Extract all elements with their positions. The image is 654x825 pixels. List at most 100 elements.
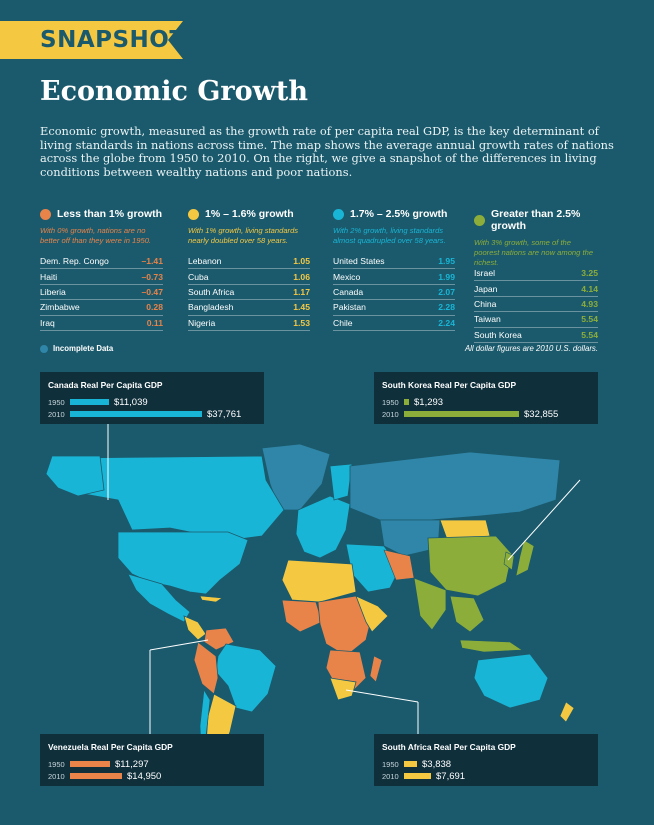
callout-title: Canada Real Per Capita GDP [48,380,163,390]
legend-row: United States 1.95 [333,254,455,270]
north-africa-shape [281,559,357,603]
legend-label: Less than 1% growth [57,208,163,220]
growth-value: –0.47 [141,286,163,297]
growth-value: 1.95 [438,256,455,267]
new-zealand-shape [559,701,575,723]
year-label: 1950 [48,759,65,769]
growth-value: 4.14 [581,283,598,294]
legend-row: Cuba 1.06 [188,269,310,285]
gdp-bar [404,761,417,767]
legend-column-1-to-1-6: 1% – 1.6% growth With 1% growth, living … [188,208,310,332]
growth-value: 3.25 [581,268,598,279]
year-label: 1950 [48,397,65,407]
alaska-shape [45,455,105,497]
growth-value: 2.28 [438,302,455,313]
callout-title: South Africa Real Per Capita GDP [382,742,516,752]
snapshot-banner: SNAPSHOT [0,21,186,59]
country-name: Nigeria [188,317,216,328]
growth-value: –1.41 [141,256,163,267]
gdp-row-1950: 1950 $3,838 [382,758,590,770]
greenland-shape [261,443,331,511]
southafrica-leader-line [345,689,419,703]
growth-value: –0.73 [141,271,163,282]
legend-label: 1.7% – 2.5% growth [350,208,448,220]
usa-shape [117,531,249,595]
legend-row: Bangladesh 1.45 [188,300,310,316]
gdp-value: $37,761 [207,408,242,420]
gdp-row-1950: 1950 $11,039 [48,396,256,408]
gdp-value: $3,838 [422,758,452,770]
legend-row: Haiti –0.73 [40,269,163,285]
gdp-bar [404,411,519,417]
legend-row: Chile 2.24 [333,316,455,331]
india-shape [413,577,447,631]
gdp-row-2010: 2010 $37,761 [48,408,256,420]
venezuela-gdp-callout: Venezuela Real Per Capita GDP 1950 $11,29… [40,734,264,786]
gdp-bar [70,773,122,779]
gdp-row-1950: 1950 $11,297 [48,758,256,770]
legend-column-1-7-to-2-5: 1.7% – 2.5% growth With 2% growth, livin… [333,208,455,332]
venezuela-leader-diag [149,639,209,651]
legend-row: Zimbabwe 0.28 [40,300,163,316]
intro-paragraph: Economic growth, measured as the growth … [40,124,614,179]
south-africa-shape [329,677,357,701]
legend-row: Pakistan 2.28 [333,300,455,316]
canada-gdp-callout: Canada Real Per Capita GDP 1950 $11,039 2… [40,372,264,424]
gdp-value: $11,039 [114,396,148,408]
china-shape [427,535,513,597]
growth-value: 0.11 [146,317,163,328]
growth-value: 0.28 [146,302,163,313]
year-label: 2010 [48,409,65,419]
andes-shape [193,641,219,695]
growth-value: 1.17 [293,286,310,297]
country-name: Lebanon [188,256,222,267]
country-name: Mexico [333,271,361,282]
incomplete-label: Incomplete Data [53,344,114,353]
growth-value: 5.54 [581,314,598,325]
southeast-asia-shape [449,595,485,633]
currency-footnote: All dollar figures are 2010 U.S. dollars… [464,344,598,353]
country-name: Israel [474,268,496,279]
central-asia-shape [379,519,441,557]
growth-value: 1.06 [293,271,310,282]
country-name: Iraq [40,317,55,328]
indonesia-shape [459,639,523,653]
legend-description: With 3% growth, some of the poorest nati… [474,238,594,267]
gdp-row-2010: 2010 $32,855 [382,408,590,420]
gdp-bar [404,773,431,779]
west-africa-shape [281,599,323,633]
growth-value: 1.45 [293,302,310,313]
gdp-bar [70,399,109,405]
legend-row: Japan 4.14 [474,281,598,297]
legend-column-greater-than-2-5: Greater than 2.5% growth With 3% growth,… [474,208,598,343]
orange-dot-icon [40,208,51,220]
year-label: 2010 [382,771,399,781]
legend-row: Nigeria 1.53 [188,316,310,331]
country-name: Canada [333,286,364,297]
south-africa-gdp-callout: South Africa Real Per Capita GDP 1950 $3,… [374,734,598,786]
legend-row: China 4.93 [474,297,598,313]
country-name: Cuba [188,271,209,282]
page-title: Economic Growth [40,76,308,107]
gdp-row-1950: 1950 $1,293 [382,396,590,408]
growth-value: 2.24 [438,317,455,328]
korea-leader-line [507,479,581,561]
madagascar-shape [369,655,383,683]
banner-label: SNAPSHOT [40,27,186,53]
cuba-shape [199,595,223,603]
country-name: Japan [474,283,498,294]
growth-value: 2.07 [438,286,455,297]
legend-row: Dem. Rep. Congo –1.41 [40,254,163,270]
legend-row: Canada 2.07 [333,285,455,301]
russia-shape [349,451,561,521]
east-africa-shape [355,595,389,633]
legend-label: Greater than 2.5% growth [491,208,581,232]
country-name: Bangladesh [188,302,234,313]
growth-value: 5.54 [581,329,598,340]
gdp-bar [404,399,409,405]
banner-ribbon-shape [0,21,183,59]
gdp-value: $11,297 [115,758,149,770]
year-label: 1950 [382,759,399,769]
green-dot-icon [474,214,485,226]
gdp-value: $1,293 [414,396,444,408]
